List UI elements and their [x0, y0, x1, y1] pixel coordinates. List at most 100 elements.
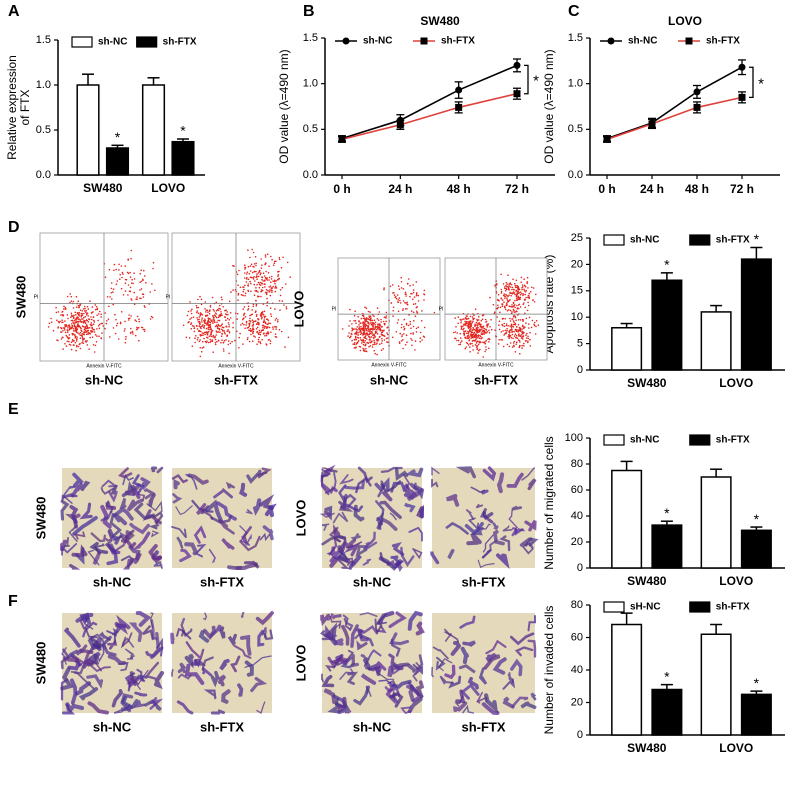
- flow-event: [460, 320, 462, 322]
- flow-event: [510, 294, 512, 297]
- cell-stain: [126, 675, 141, 685]
- flow-event: [88, 318, 90, 320]
- flow-event: [86, 333, 89, 335]
- flow-event: [376, 326, 378, 328]
- flow-event: [519, 291, 522, 294]
- flow-event: [470, 335, 473, 337]
- cell-stain: [136, 669, 149, 690]
- bar: [740, 693, 772, 736]
- flow-event: [519, 330, 522, 332]
- flow-event: [481, 333, 484, 336]
- flow-event: [514, 299, 516, 302]
- flow-event: [244, 316, 247, 318]
- flow-event: [519, 341, 521, 343]
- flow-event: [508, 345, 511, 348]
- cell-stain: [235, 562, 259, 571]
- flow-event: [76, 338, 78, 340]
- cell-stain: [359, 612, 378, 618]
- cell-stain: [172, 493, 183, 504]
- flow-event: [359, 331, 361, 333]
- cell-stain: [227, 633, 237, 647]
- flow-event: [93, 351, 96, 353]
- flow-event: [100, 313, 102, 316]
- flow-event: [210, 319, 212, 321]
- flow-event: [362, 343, 365, 346]
- y-tick-label: 20: [571, 696, 583, 708]
- flow-event: [76, 328, 79, 331]
- cell-stain: [217, 518, 235, 535]
- flow-event: [203, 319, 205, 322]
- flow-event: [519, 328, 521, 331]
- flow-event: [71, 324, 74, 327]
- flow-event: [232, 326, 234, 329]
- flow-event: [82, 325, 84, 328]
- flow-event: [466, 335, 469, 337]
- flow-event: [281, 286, 284, 289]
- flow-event: [387, 341, 389, 344]
- flow-event: [421, 339, 423, 341]
- flow-event: [216, 321, 218, 324]
- cell-stain: [109, 513, 122, 538]
- flow-event: [196, 306, 198, 309]
- cell-stain: [465, 509, 475, 520]
- flow-event: [498, 320, 501, 323]
- flow-event: [96, 314, 98, 317]
- flow-event: [56, 339, 58, 341]
- flow-event: [406, 308, 408, 310]
- flow-event: [410, 292, 412, 295]
- flow-event: [397, 310, 400, 313]
- flow-event: [279, 289, 282, 291]
- flow-event: [462, 328, 464, 331]
- flow-event: [383, 288, 385, 291]
- flow-event: [63, 305, 65, 308]
- flow-event: [65, 334, 67, 337]
- flow-event: [252, 325, 254, 327]
- flow-event: [403, 333, 405, 335]
- flow-event: [368, 335, 370, 338]
- flow-event: [526, 309, 529, 312]
- flow-event: [524, 306, 526, 309]
- flow-event: [392, 315, 394, 317]
- flow-event: [247, 278, 250, 281]
- cell-stain: [439, 675, 454, 685]
- y-tick-label: 0.5: [36, 124, 51, 136]
- flow-event: [502, 294, 505, 297]
- cell-stain: [210, 709, 225, 715]
- flow-event: [372, 327, 375, 329]
- flow-event: [76, 344, 78, 347]
- cell-stain: [140, 477, 151, 491]
- flow-event: [506, 327, 508, 330]
- cell-stain: [225, 481, 235, 489]
- flow-event: [467, 317, 470, 320]
- flow-event: [475, 337, 478, 339]
- flow-event: [221, 332, 223, 335]
- flow-x-label: Annexin V-FITC: [218, 363, 254, 369]
- flow-event: [135, 320, 138, 323]
- flow-event: [505, 323, 508, 325]
- flow-event: [120, 311, 123, 313]
- flow-event: [502, 330, 504, 332]
- flow-event: [220, 313, 222, 315]
- cell-stain: [340, 493, 348, 511]
- point: [693, 103, 701, 111]
- flow-event: [506, 343, 509, 346]
- flow-event: [351, 327, 353, 330]
- cell-stain: [374, 618, 383, 636]
- flow-event: [461, 340, 463, 342]
- flow-event: [362, 341, 365, 343]
- flow-event: [486, 323, 489, 326]
- flow-event: [406, 341, 408, 344]
- flow-event: [208, 312, 211, 315]
- cell-line-label: SW480: [33, 497, 48, 540]
- cell-stain: [75, 547, 85, 565]
- cell-stain: [481, 548, 492, 559]
- cell-stain: [481, 523, 491, 530]
- flow-event: [355, 343, 358, 345]
- flow-event: [263, 319, 266, 321]
- flow-event: [214, 335, 216, 338]
- flow-event: [395, 297, 398, 300]
- cell-stain: [329, 657, 349, 665]
- flow-event: [519, 335, 522, 338]
- flow-event: [79, 320, 81, 323]
- y-tick-label: 60: [571, 484, 583, 496]
